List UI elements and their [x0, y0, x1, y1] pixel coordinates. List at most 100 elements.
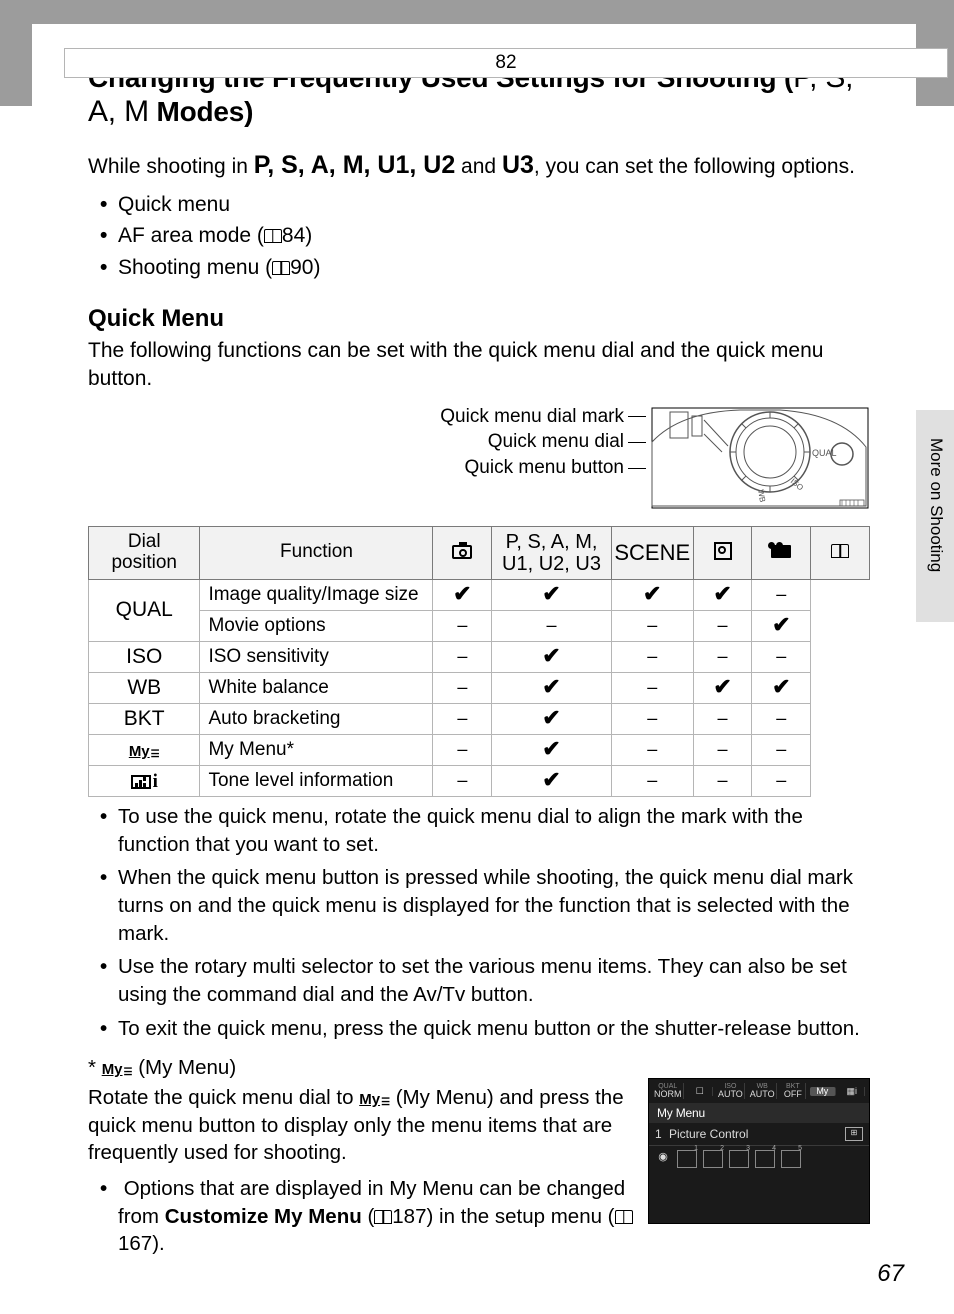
- lcd-title: My Menu: [649, 1103, 869, 1123]
- intro-modes: P, S, A, M, U1, U2: [254, 151, 455, 179]
- text: *: [88, 1056, 102, 1079]
- lcd-row-num: 1: [655, 1127, 669, 1141]
- text: ) in the setup menu (: [427, 1205, 615, 1228]
- page-content: Changing the Frequently Used Settings fo…: [32, 24, 916, 1258]
- lcd-top-cell: BKTOFF: [781, 1083, 806, 1099]
- table-row: WBWhite balance–✔–✔✔76: [89, 672, 870, 703]
- label-text: Quick menu button: [465, 457, 624, 478]
- th-dial: Dial position: [89, 526, 200, 579]
- td-movie: –: [752, 765, 811, 796]
- dash: –: [457, 739, 467, 759]
- td-psam: ✔: [492, 765, 612, 796]
- tone-level-icon: [131, 775, 151, 789]
- td-auto: –: [433, 641, 492, 672]
- my-menu-bullet: Options that are displayed in My Menu ca…: [118, 1175, 634, 1258]
- my-menu-icon: My: [102, 1060, 133, 1080]
- lcd-row: 1 Picture Control ⊞: [649, 1123, 869, 1146]
- td-scene: –: [611, 765, 693, 796]
- th-function: Function: [200, 526, 433, 579]
- camera-diagram: Quick menu dial mark Quick menu dial Qui…: [88, 402, 870, 512]
- lcd-top-cell: QUALNORM: [653, 1083, 684, 1099]
- my-menu-para: Rotate the quick menu dial to My (My Men…: [88, 1084, 634, 1167]
- dash: –: [776, 584, 786, 604]
- dash: –: [647, 646, 657, 666]
- quick-menu-text: The following functions can be set with …: [88, 337, 870, 392]
- intro-and: and: [455, 155, 502, 178]
- note-item: When the quick menu button is pressed wh…: [118, 864, 870, 947]
- td-scene: ✔: [611, 579, 693, 610]
- check-icon: ✔: [542, 738, 560, 760]
- th-auto-icon: [433, 526, 492, 579]
- check-icon: ✔: [772, 614, 790, 636]
- td-function: Movie options: [200, 610, 433, 641]
- movie-icon: [771, 545, 791, 558]
- dash: –: [776, 739, 786, 759]
- td-scene: –: [611, 610, 693, 641]
- svg-text:WB: WB: [756, 489, 767, 503]
- dash: –: [457, 677, 467, 697]
- label-text: Quick menu dial: [488, 431, 624, 452]
- dash: –: [647, 739, 657, 759]
- td-psam: ✔: [492, 579, 612, 610]
- dash: –: [647, 708, 657, 728]
- book-icon: [264, 229, 282, 243]
- my-menu-block: * My (My Menu) Rotate the quick menu dia…: [88, 1054, 870, 1258]
- dash: –: [457, 615, 467, 635]
- td-scene: –: [611, 641, 693, 672]
- ref: 167: [118, 1232, 152, 1255]
- dash: –: [647, 677, 657, 697]
- dash: –: [457, 708, 467, 728]
- text: (My Menu): [133, 1056, 237, 1079]
- lcd-bottom-icon: 1: [677, 1150, 697, 1168]
- intro-bullet-list: Quick menu AF area mode (84) Shooting me…: [118, 189, 870, 284]
- th-movie-icon: [752, 526, 811, 579]
- quick-menu-heading: Quick Menu: [88, 305, 870, 333]
- td-auto: ✔: [433, 579, 492, 610]
- td-function: ISO sensitivity: [200, 641, 433, 672]
- td-easy: –: [693, 641, 752, 672]
- lcd-bottom-icon: 4: [755, 1150, 775, 1168]
- lcd-top-cell: ISOAUTO: [717, 1083, 745, 1099]
- td-page: 82: [64, 48, 948, 78]
- th-easy-icon: [693, 526, 752, 579]
- bullet-text: Quick menu: [118, 193, 230, 216]
- diagram-labels: Quick menu dial mark Quick menu dial Qui…: [440, 404, 646, 481]
- td-psam: –: [492, 610, 612, 641]
- my-menu-text: * My (My Menu) Rotate the quick menu dia…: [88, 1054, 634, 1258]
- svg-text:QUAL: QUAL: [812, 448, 837, 458]
- diagram-label: Quick menu dial mark: [440, 404, 646, 430]
- dash: –: [718, 739, 728, 759]
- dash: –: [776, 646, 786, 666]
- td-function: White balance: [200, 672, 433, 703]
- bullet-ref: 84: [282, 224, 305, 247]
- check-icon: ✔: [542, 676, 560, 698]
- check-icon: ✔: [643, 583, 661, 605]
- my-menu-icon: My: [359, 1090, 390, 1110]
- table-row: QUALImage quality/Image size✔✔✔✔–68: [89, 579, 870, 610]
- my-menu-icon: My: [129, 743, 160, 760]
- bullet-text: Shooting menu (: [118, 256, 272, 279]
- td-scene: –: [611, 672, 693, 703]
- lcd-row-label: Picture Control: [669, 1127, 845, 1141]
- bullet-close: ): [305, 224, 312, 247]
- td-auto: –: [433, 703, 492, 734]
- lcd-icon-row: ◉ 12345: [649, 1146, 869, 1172]
- td-auto: –: [433, 765, 492, 796]
- dash: –: [457, 770, 467, 790]
- td-movie: ✔: [752, 610, 811, 641]
- lcd-screenshot: QUALNORM☐ISOAUTOWBAUTOBKTOFFMy▦i My Menu…: [648, 1078, 870, 1224]
- dash: –: [776, 770, 786, 790]
- dash: –: [718, 615, 728, 635]
- td-movie: –: [752, 579, 811, 610]
- lcd-top-cell: ☐: [688, 1087, 713, 1096]
- note-item: To exit the quick menu, press the quick …: [118, 1015, 870, 1043]
- dash: –: [647, 615, 657, 635]
- intro-suffix: , you can set the following options.: [534, 155, 855, 178]
- lcd-top-cell: WBAUTO: [749, 1083, 777, 1099]
- dash: –: [718, 770, 728, 790]
- td-auto: –: [433, 734, 492, 765]
- td-scene: –: [611, 734, 693, 765]
- intro-prefix: While shooting in: [88, 155, 254, 178]
- intro-bullet: Quick menu: [118, 189, 870, 221]
- check-icon: ✔: [542, 583, 560, 605]
